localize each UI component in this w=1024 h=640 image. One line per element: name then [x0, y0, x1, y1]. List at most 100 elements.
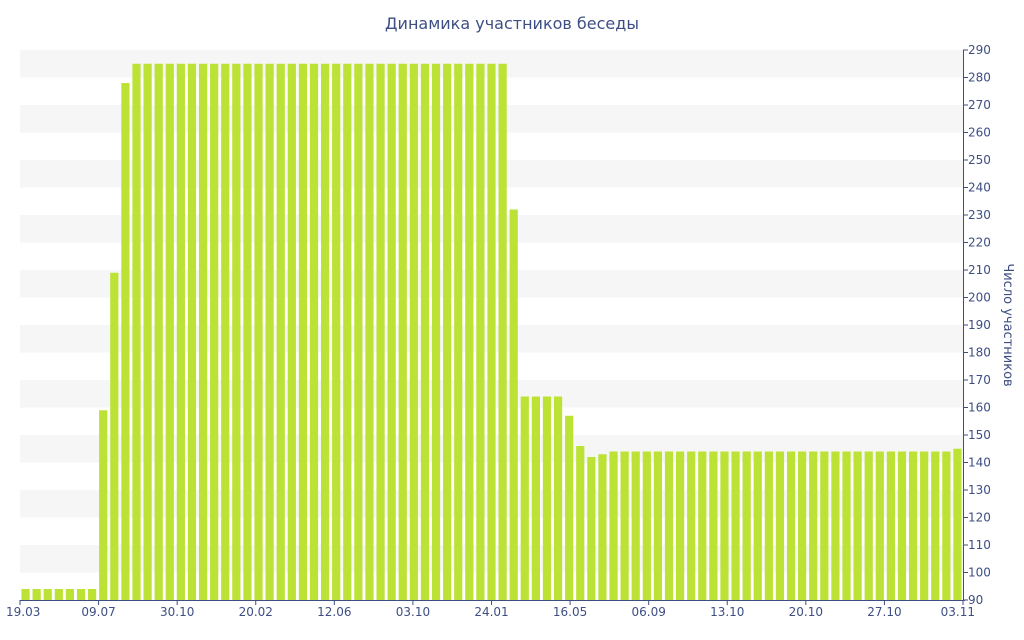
bar — [820, 451, 829, 600]
bar — [565, 415, 574, 600]
bar — [509, 209, 518, 600]
bar — [587, 457, 596, 600]
bar — [232, 63, 241, 600]
x-tick-label: 13.10 — [710, 605, 744, 619]
x-tick-label: 03.11 — [941, 605, 975, 619]
bar — [931, 451, 940, 600]
bar — [431, 63, 441, 600]
bar — [520, 396, 529, 600]
bar — [276, 63, 285, 600]
bar — [798, 451, 807, 600]
bar — [143, 63, 152, 600]
bar — [176, 63, 185, 600]
y-tick-label: 160 — [968, 401, 991, 415]
bar — [897, 451, 907, 600]
y-tick-label: 290 — [968, 43, 991, 57]
y-tick-label: 100 — [968, 566, 991, 580]
x-tick-label: 20.10 — [789, 605, 823, 619]
bar — [775, 451, 785, 600]
bar — [420, 63, 430, 600]
bar — [809, 451, 818, 600]
bar — [298, 63, 308, 600]
bar — [908, 451, 918, 600]
x-tick-label: 20.02 — [239, 605, 273, 619]
bar — [409, 63, 418, 600]
y-tick-label: 120 — [968, 511, 991, 525]
bar — [875, 451, 884, 600]
bar — [110, 272, 119, 600]
y-tick-label: 230 — [968, 208, 991, 222]
y-tick-label: 210 — [968, 263, 991, 277]
bar — [121, 83, 130, 600]
bar — [309, 63, 319, 600]
bar — [698, 451, 707, 600]
bar — [920, 451, 929, 600]
bar — [376, 63, 385, 600]
y-tick-label: 150 — [968, 428, 991, 442]
bar — [942, 451, 951, 600]
bar — [764, 451, 773, 600]
bar — [687, 451, 696, 600]
bar — [387, 63, 396, 600]
bar — [332, 63, 341, 600]
x-tick-label: 30.10 — [160, 605, 194, 619]
bar — [609, 451, 618, 600]
x-tick-label: 12.06 — [317, 605, 351, 619]
y-tick-label: 270 — [968, 98, 991, 112]
x-tick-label: 06.09 — [631, 605, 665, 619]
bar — [243, 63, 252, 600]
bar — [487, 63, 496, 600]
bar — [198, 63, 208, 600]
bar — [354, 63, 363, 600]
bar — [99, 410, 108, 600]
x-tick-label: 19.03 — [6, 605, 40, 619]
bar — [498, 63, 507, 600]
bar — [786, 451, 796, 600]
bar — [32, 589, 41, 600]
bar — [620, 451, 629, 600]
bar — [398, 63, 407, 600]
bar — [853, 451, 862, 600]
bar — [154, 63, 163, 600]
bar — [287, 63, 296, 600]
bar — [731, 451, 740, 600]
chart-title: Динамика участников беседы — [385, 14, 639, 33]
bar — [675, 451, 685, 600]
bar — [653, 451, 663, 600]
y-tick-label: 220 — [968, 236, 991, 250]
bar — [43, 589, 52, 600]
y-tick-label: 250 — [968, 153, 991, 167]
bar — [476, 63, 485, 600]
bar — [664, 451, 674, 600]
bar — [76, 589, 86, 600]
bar — [542, 396, 552, 600]
bar — [210, 63, 219, 600]
bar — [886, 451, 895, 600]
y-tick-label: 130 — [968, 483, 991, 497]
y-axis-ticks: 90 100 110 120 130 140 150 160 170 180 190 200 210 22… — [963, 43, 991, 607]
bar — [365, 63, 374, 600]
bar — [576, 446, 585, 600]
bar — [454, 63, 463, 600]
bar — [254, 63, 263, 600]
bar — [720, 451, 729, 600]
bar — [187, 63, 197, 600]
bar — [465, 63, 474, 600]
bar — [753, 451, 762, 600]
bar — [631, 451, 640, 600]
y-tick-label: 110 — [968, 538, 991, 552]
bar — [65, 589, 75, 600]
y-tick-label: 140 — [968, 456, 991, 470]
bar — [54, 589, 63, 600]
bar — [343, 63, 352, 600]
bar — [642, 451, 651, 600]
bar — [598, 454, 607, 600]
bar — [864, 451, 873, 600]
y-tick-label: 260 — [968, 126, 991, 140]
y-tick-label: 90 — [968, 593, 983, 607]
x-tick-label: 09.07 — [81, 605, 115, 619]
bar-series — [21, 63, 962, 600]
y-tick-label: 240 — [968, 181, 991, 195]
bar — [553, 396, 563, 600]
